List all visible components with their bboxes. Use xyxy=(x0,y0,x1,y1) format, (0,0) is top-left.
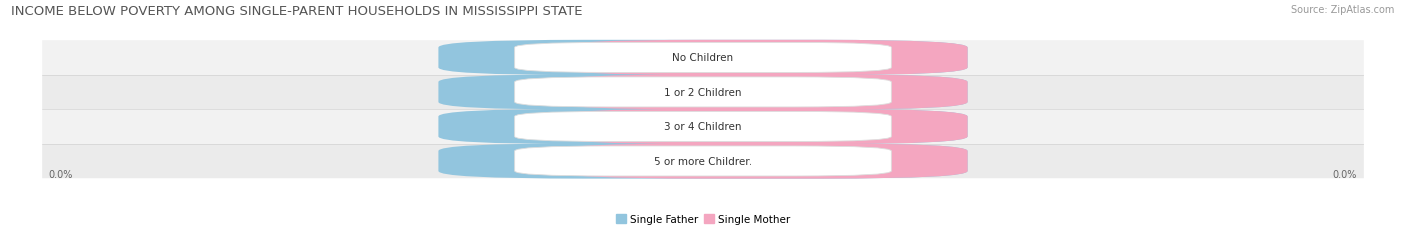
Text: 0.0%: 0.0% xyxy=(749,122,776,132)
Text: 3 or 4 Children: 3 or 4 Children xyxy=(664,122,742,132)
Text: Source: ZipAtlas.com: Source: ZipAtlas.com xyxy=(1291,5,1395,15)
FancyBboxPatch shape xyxy=(439,75,967,110)
Text: INCOME BELOW POVERTY AMONG SINGLE-PARENT HOUSEHOLDS IN MISSISSIPPI STATE: INCOME BELOW POVERTY AMONG SINGLE-PARENT… xyxy=(11,5,582,18)
Text: 0.0%: 0.0% xyxy=(630,53,657,63)
Text: 5 or more Children: 5 or more Children xyxy=(654,156,752,166)
FancyBboxPatch shape xyxy=(42,110,1364,144)
Text: 0.0%: 0.0% xyxy=(630,122,657,132)
FancyBboxPatch shape xyxy=(557,109,967,144)
FancyBboxPatch shape xyxy=(439,109,967,144)
FancyBboxPatch shape xyxy=(557,75,967,110)
FancyBboxPatch shape xyxy=(515,43,891,73)
FancyBboxPatch shape xyxy=(42,41,1364,75)
FancyBboxPatch shape xyxy=(515,146,891,176)
Text: 0.0%: 0.0% xyxy=(749,53,776,63)
Text: 1 or 2 Children: 1 or 2 Children xyxy=(664,88,742,97)
Text: 0.0%: 0.0% xyxy=(749,88,776,97)
FancyBboxPatch shape xyxy=(557,41,967,76)
Text: 0.0%: 0.0% xyxy=(630,88,657,97)
FancyBboxPatch shape xyxy=(439,41,967,76)
FancyBboxPatch shape xyxy=(515,112,891,142)
Text: 0.0%: 0.0% xyxy=(630,156,657,166)
Text: 0.0%: 0.0% xyxy=(749,156,776,166)
FancyBboxPatch shape xyxy=(42,75,1364,110)
Text: 0.0%: 0.0% xyxy=(49,169,73,179)
FancyBboxPatch shape xyxy=(439,144,967,179)
Text: 0.0%: 0.0% xyxy=(1333,169,1357,179)
FancyBboxPatch shape xyxy=(515,78,891,107)
Legend: Single Father, Single Mother: Single Father, Single Mother xyxy=(612,210,794,228)
FancyBboxPatch shape xyxy=(557,144,967,179)
FancyBboxPatch shape xyxy=(42,144,1364,179)
Text: No Children: No Children xyxy=(672,53,734,63)
